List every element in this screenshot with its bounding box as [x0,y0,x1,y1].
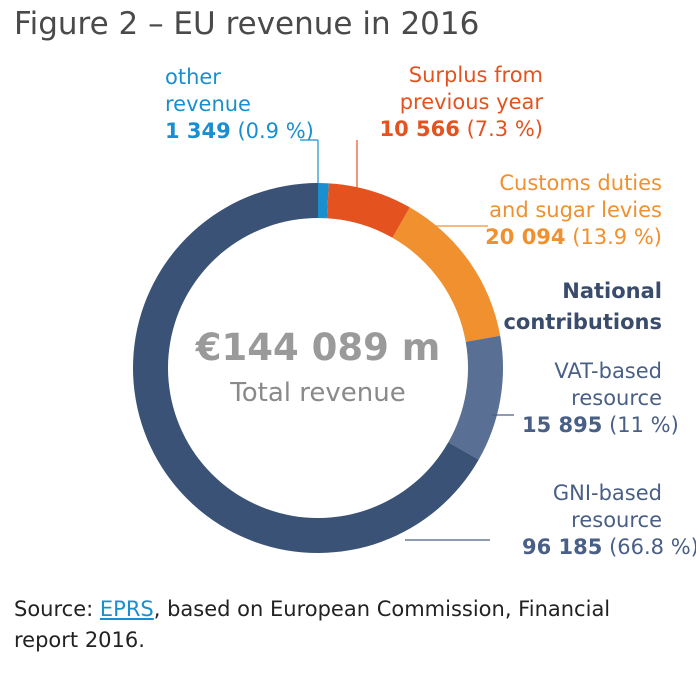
value-row: 20 094 (13.9 %) [462,224,662,251]
category-label: Surplus from previous year [399,63,543,114]
total-label: €144 089 m [195,326,441,369]
category-label: GNI-based resource [552,481,662,532]
source-rest: , based on European Commission, Financia… [14,597,611,652]
segment-label: VAT-based resource 15 895 (11 %) [522,358,679,439]
center-label: Total revenue [230,378,406,408]
value-label: 15 895 [522,413,603,437]
segment-label: Customs duties and sugar levies 20 094 (1… [462,170,662,251]
value-row: 96 185 (66.8 %) [522,534,696,561]
percent-label: (66.8 %) [609,535,696,559]
segment-label: GNI-based resource 96 185 (66.8 %) [522,480,696,561]
percent-label: (13.9 %) [572,225,662,249]
category-label: other revenue [165,65,251,116]
source: Source: EPRS, based on European Commissi… [14,594,634,656]
value-label: 1 349 [165,119,231,143]
value-row: 1 349 (0.9 %) [165,118,314,145]
donut-segment [318,183,329,219]
value-label: 10 566 [379,117,460,141]
donut-segment [448,335,503,460]
category-label: Customs duties and sugar levies [489,171,662,222]
donut-segment [326,183,410,238]
percent-label: (11 %) [609,413,679,437]
value-row: 15 895 (11 %) [522,412,679,439]
category-label: VAT-based resource [554,359,662,410]
percent-label: (7.3 %) [466,117,543,141]
group-label: National contributions [503,279,662,334]
value-label: 96 185 [522,535,603,559]
segment-label: Surplus from previous year 10 566 (7.3 %) [363,62,543,143]
percent-label: (0.9 %) [237,119,314,143]
value-row: 10 566 (7.3 %) [363,116,543,143]
source-prefix: Source: [14,597,94,621]
source-link[interactable]: EPRS [99,597,154,621]
donut-segment [392,207,501,342]
chart-title: Figure 2 – EU revenue in 2016 [14,6,480,42]
segment-label: other revenue 1 349 (0.9 %) [165,64,314,145]
value-label: 20 094 [485,225,566,249]
